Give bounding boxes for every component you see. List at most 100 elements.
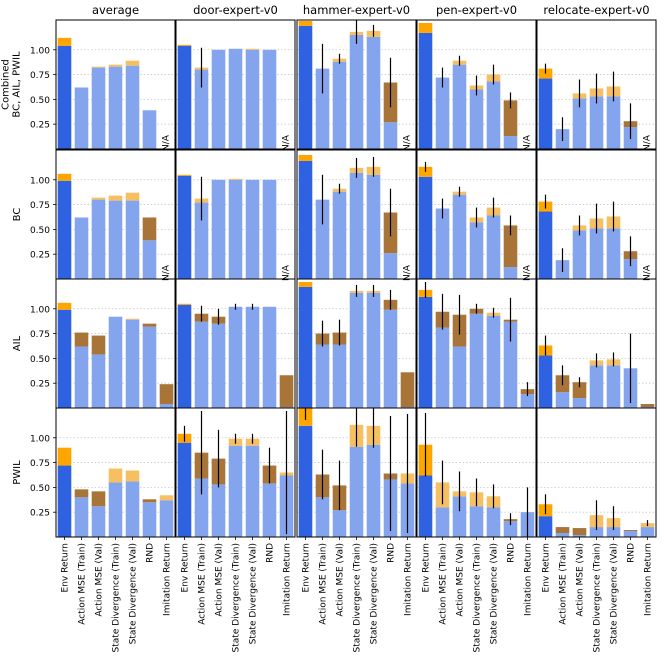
bar bbox=[435, 208, 450, 279]
panel-frame bbox=[416, 19, 537, 150]
y-tick-label: 0.25 bbox=[30, 251, 50, 261]
bar bbox=[469, 506, 484, 537]
panel: 0.25 0.50 0.75 1.00 bbox=[30, 407, 176, 540]
y-tick-label: 0.75 bbox=[30, 71, 50, 81]
panel bbox=[296, 278, 417, 409]
row-label: PWIL bbox=[12, 460, 23, 485]
x-tick-labels: Env Return Action MSE (Train) Action MSE (… bbox=[61, 543, 654, 653]
bar-gap-above bbox=[298, 154, 313, 161]
bar-gap-above bbox=[57, 37, 72, 46]
bar bbox=[572, 535, 587, 537]
bar bbox=[366, 292, 381, 408]
bar bbox=[245, 445, 260, 537]
bar bbox=[589, 96, 604, 149]
panel-frame bbox=[296, 19, 417, 150]
bar bbox=[142, 240, 157, 279]
bar bbox=[74, 87, 89, 149]
x-tick-label: RND bbox=[387, 543, 397, 563]
bar bbox=[245, 49, 260, 150]
panel: N/A bbox=[175, 149, 296, 281]
bar bbox=[332, 61, 347, 149]
column-title: relocate-expert-v0 bbox=[543, 3, 649, 17]
bar bbox=[452, 496, 467, 537]
na-label: N/A bbox=[162, 134, 172, 151]
bar bbox=[332, 510, 347, 537]
bar bbox=[383, 309, 398, 408]
panel: N/A bbox=[416, 149, 537, 281]
bar bbox=[572, 230, 587, 279]
bar bbox=[142, 502, 157, 537]
bar-gap-above bbox=[108, 64, 123, 67]
panel-frame bbox=[536, 19, 657, 150]
y-tick-label: 0.50 bbox=[30, 226, 50, 236]
x-tick-label: RND bbox=[266, 543, 276, 563]
bar-gap-below bbox=[159, 384, 174, 405]
bar bbox=[538, 211, 553, 279]
bar bbox=[572, 98, 587, 149]
x-tick-label: State Divergence (Val) bbox=[610, 543, 620, 644]
bar bbox=[125, 200, 140, 279]
bar bbox=[366, 444, 381, 537]
bar bbox=[418, 475, 433, 537]
row-label: BC bbox=[12, 208, 23, 222]
bar bbox=[262, 306, 277, 408]
panel: N/A 0.25 0.50 0.75 1.00 bbox=[30, 149, 176, 281]
na-label: N/A bbox=[162, 264, 172, 281]
bar-gap-above bbox=[418, 166, 433, 177]
bar bbox=[538, 355, 553, 408]
bar bbox=[332, 191, 347, 279]
bar bbox=[91, 506, 106, 537]
bar-gap-above bbox=[91, 197, 106, 200]
x-tick-label: State Divergence (Train) bbox=[593, 543, 603, 652]
bar bbox=[315, 344, 330, 408]
panel-frame bbox=[55, 19, 176, 150]
y-tick-label: 0.25 bbox=[30, 509, 50, 519]
bar bbox=[57, 309, 72, 408]
bar bbox=[245, 179, 260, 279]
bar bbox=[469, 313, 484, 408]
panel bbox=[296, 407, 417, 540]
bar bbox=[538, 78, 553, 149]
bar bbox=[298, 286, 313, 408]
bar bbox=[211, 484, 226, 537]
bar bbox=[520, 394, 535, 408]
bar bbox=[177, 175, 192, 279]
na-label: N/A bbox=[282, 134, 292, 151]
panel: N/A 0.25 0.50 0.75 1.00 bbox=[30, 19, 176, 151]
bar bbox=[452, 346, 467, 408]
bar bbox=[74, 346, 89, 408]
bar bbox=[125, 481, 140, 537]
bar bbox=[538, 516, 553, 537]
bar bbox=[366, 174, 381, 279]
bar bbox=[503, 136, 518, 149]
bar bbox=[177, 45, 192, 149]
bar bbox=[469, 222, 484, 279]
na-label: N/A bbox=[282, 264, 292, 281]
bar-gap-above bbox=[159, 495, 174, 501]
bar bbox=[315, 497, 330, 537]
bar bbox=[298, 425, 313, 537]
y-tick-label: 0.75 bbox=[30, 330, 50, 340]
bar bbox=[383, 122, 398, 149]
bar bbox=[74, 497, 89, 537]
bar-gap-above bbox=[177, 174, 192, 176]
bar-gap-above bbox=[125, 470, 140, 482]
bar bbox=[555, 533, 570, 537]
bar bbox=[228, 179, 243, 279]
bar bbox=[108, 316, 123, 408]
bar-gap-above bbox=[108, 195, 123, 201]
bar bbox=[228, 48, 243, 149]
bar bbox=[349, 446, 364, 537]
x-tick-label: Imitation Return bbox=[283, 543, 293, 616]
bar bbox=[108, 66, 123, 149]
x-tick-label: State Divergence (Train) bbox=[112, 543, 122, 652]
bar-gap-below bbox=[503, 100, 518, 137]
row-label: BC, AIL, PWIL bbox=[12, 51, 23, 118]
bar bbox=[57, 45, 72, 149]
x-tick-label: Action MSE (Val) bbox=[576, 543, 586, 617]
panel: 0.25 0.50 0.75 1.00 bbox=[30, 278, 176, 409]
bar bbox=[486, 507, 501, 537]
bar bbox=[606, 527, 621, 537]
bar bbox=[211, 323, 226, 408]
